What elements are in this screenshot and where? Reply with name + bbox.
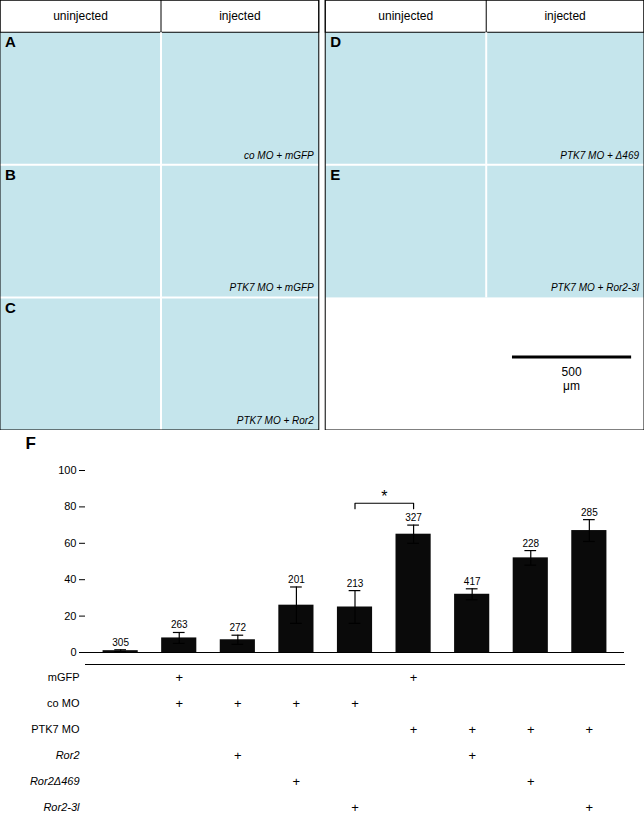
svg-text:uninjected: uninjected bbox=[378, 9, 433, 23]
svg-text:60: 60 bbox=[64, 537, 76, 549]
svg-text:+: + bbox=[410, 670, 418, 685]
svg-text:PTK7 MO + Δ469: PTK7 MO + Δ469 bbox=[560, 150, 639, 161]
svg-text:417: 417 bbox=[464, 576, 481, 587]
svg-text:+: + bbox=[527, 774, 535, 789]
svg-text:PTK7 MO + mGFP: PTK7 MO + mGFP bbox=[230, 282, 315, 293]
svg-text:305: 305 bbox=[112, 637, 129, 648]
svg-text:Ror2Δ469: Ror2Δ469 bbox=[30, 775, 80, 787]
svg-text:co MO + mGFP: co MO + mGFP bbox=[244, 150, 314, 161]
svg-text:285: 285 bbox=[581, 507, 598, 518]
svg-text:0: 0 bbox=[70, 646, 76, 658]
svg-text:A: A bbox=[5, 33, 16, 50]
svg-text:E: E bbox=[330, 166, 340, 183]
svg-text:+: + bbox=[586, 800, 594, 815]
svg-text:*: * bbox=[381, 488, 387, 505]
svg-text:B: B bbox=[5, 166, 16, 183]
svg-text:201: 201 bbox=[288, 574, 305, 585]
svg-text:+: + bbox=[351, 800, 359, 815]
svg-text:263: 263 bbox=[171, 619, 188, 630]
svg-text:PTK7 MO: PTK7 MO bbox=[31, 723, 80, 735]
svg-text:+: + bbox=[175, 670, 183, 685]
svg-text:20: 20 bbox=[64, 610, 76, 622]
svg-text:injected: injected bbox=[544, 9, 585, 23]
svg-text:co MO: co MO bbox=[47, 697, 80, 709]
svg-text:+: + bbox=[527, 722, 535, 737]
svg-text:213: 213 bbox=[347, 578, 364, 589]
svg-text:D: D bbox=[330, 33, 341, 50]
svg-text:+: + bbox=[293, 774, 301, 789]
svg-text:PTK7 MO + Ror2-3l: PTK7 MO + Ror2-3l bbox=[551, 282, 640, 293]
svg-text:PTK7 MO + Ror2: PTK7 MO + Ror2 bbox=[237, 415, 314, 426]
svg-text:+: + bbox=[175, 696, 183, 711]
svg-text:+: + bbox=[234, 696, 242, 711]
svg-text:+: + bbox=[293, 696, 301, 711]
svg-text:+: + bbox=[234, 748, 242, 763]
svg-text:+: + bbox=[351, 696, 359, 711]
svg-text:mGFP: mGFP bbox=[48, 671, 80, 683]
svg-text:228: 228 bbox=[522, 538, 539, 549]
svg-text:injected: injected bbox=[219, 9, 260, 23]
svg-text:C: C bbox=[5, 299, 16, 316]
svg-text:F: F bbox=[26, 434, 36, 453]
svg-text:uninjected: uninjected bbox=[53, 9, 108, 23]
svg-text:40: 40 bbox=[64, 573, 76, 585]
svg-text:100: 100 bbox=[58, 464, 76, 476]
svg-text:500μm: 500μm bbox=[562, 365, 582, 393]
svg-text:+: + bbox=[410, 722, 418, 737]
svg-text:327: 327 bbox=[405, 512, 422, 523]
svg-text:+: + bbox=[468, 748, 476, 763]
svg-text:272: 272 bbox=[229, 622, 246, 633]
svg-text:+: + bbox=[586, 722, 594, 737]
svg-text:80: 80 bbox=[64, 500, 76, 512]
svg-text:+: + bbox=[468, 722, 476, 737]
svg-text:Ror2-3l: Ror2-3l bbox=[43, 801, 80, 813]
svg-text:Ror2: Ror2 bbox=[56, 749, 80, 761]
